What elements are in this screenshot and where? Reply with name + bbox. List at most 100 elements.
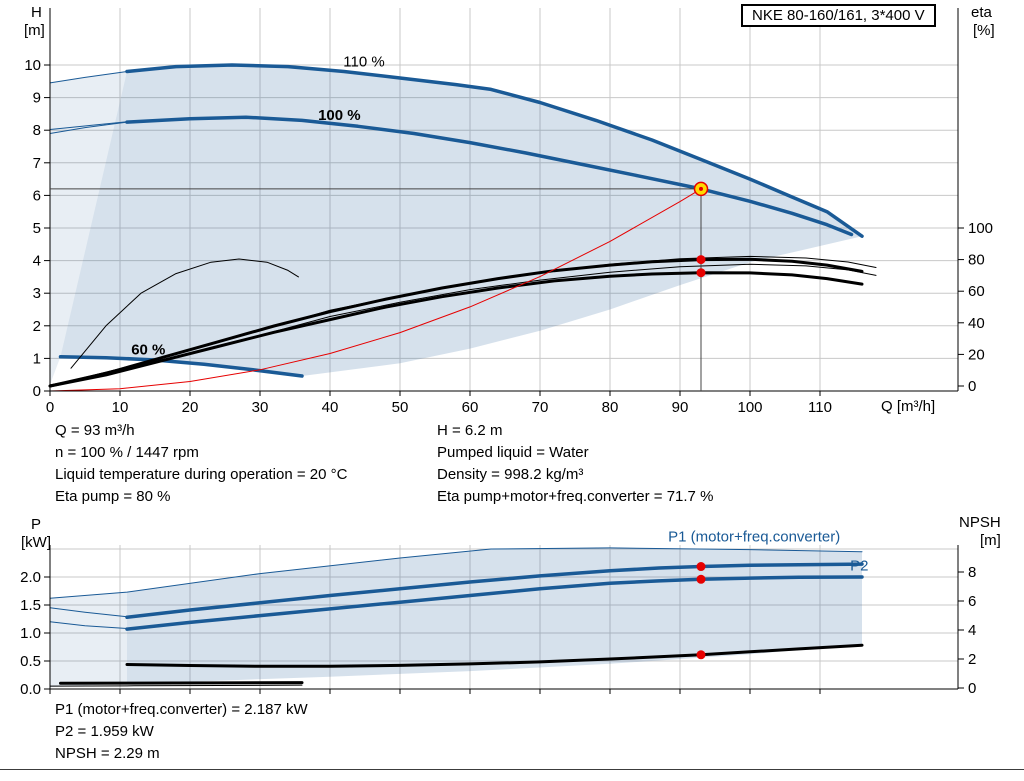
npsh-low-curve	[59, 681, 304, 685]
y2-tick-label: 2	[968, 651, 976, 668]
x-tick-label: 90	[672, 399, 689, 416]
eta-pump-motor-freq-curve	[48, 271, 864, 388]
info-line-npsh: NPSH = 2.29 m	[55, 745, 160, 762]
y2-tick-label: 80	[968, 252, 985, 269]
p-axis-unit: [kW]	[21, 534, 51, 551]
h-axis-symbol: H	[31, 4, 42, 21]
x-tick-label: 110	[808, 399, 832, 416]
label-60-percent: 60 %	[131, 341, 165, 358]
bottom-divider	[0, 769, 1024, 770]
info-line-p1: P1 (motor+freq.converter) = 2.187 kW	[55, 701, 308, 718]
top-chart: 0 10 20 30 40 50 60 70 80 90 100 110012345678910020…	[24, 8, 993, 416]
top-chart-axes	[44, 8, 964, 396]
duty-point-markers	[50, 181, 709, 660]
y-tick-label: 0	[33, 383, 41, 400]
y-tick-label: 0.0	[20, 681, 41, 698]
label-100-percent: 100 %	[318, 107, 361, 124]
power-low-flow-region	[50, 592, 127, 688]
info-line-density: Density = 998.2 kg/m³	[437, 466, 584, 483]
x-tick-label: 40	[322, 399, 339, 416]
operating-data-left: Q = 93 m³/h n = 100 % / 1447 rpm Liquid …	[55, 420, 347, 508]
y-tick-label: 4	[33, 253, 41, 270]
y-tick-label: 0.5	[20, 653, 41, 670]
y-tick-label: 9	[33, 90, 41, 107]
x-tick-label: 80	[602, 399, 619, 416]
p2-dot	[696, 574, 706, 584]
curve-110pct	[125, 63, 864, 238]
x-tick-label: 0	[46, 399, 54, 416]
duty-point-center-dot	[699, 186, 703, 191]
p2-curve	[125, 575, 864, 631]
p1-curve	[125, 562, 864, 620]
power-npsh-data: P1 (motor+freq.converter) = 2.187 kW P2 …	[55, 699, 308, 765]
npsh-axis-unit: [m]	[980, 532, 1001, 549]
curve-100pct-thin2	[49, 121, 128, 130]
eta-total-dot	[696, 268, 706, 278]
x-tick-label: 60	[462, 399, 479, 416]
info-line-eta-pump: Eta pump = 80 %	[55, 488, 171, 505]
x-tick-label: 20	[182, 399, 199, 416]
x-tick-label: 100	[737, 399, 762, 416]
p-axis-symbol: P	[31, 516, 42, 533]
low-flow-region	[50, 71, 127, 385]
curve-110pct-thin	[49, 71, 128, 84]
y-tick-label: 8	[33, 122, 41, 139]
pump-model-title: NKE 80-160/161, 3*400 V	[741, 4, 936, 27]
y2-tick-label: 0	[968, 680, 976, 697]
operating-data-right: H = 6.2 m Pumped liquid = Water Density …	[437, 420, 713, 508]
y2-tick-label: 0	[968, 378, 976, 395]
eta-thin-1	[49, 255, 877, 387]
operating-envelope	[60, 65, 862, 376]
y-tick-label: 1.5	[20, 597, 41, 614]
y-tick-label: 7	[33, 155, 41, 172]
p1-thin	[49, 607, 128, 618]
y2-tick-label: 40	[968, 315, 985, 332]
info-line-temperature: Liquid temperature during operation = 20…	[55, 466, 348, 483]
label-p2: P2	[850, 557, 868, 574]
y-tick-label: 6	[33, 187, 41, 204]
info-line-h: H = 6.2 m	[437, 422, 503, 439]
x-tick-label: 70	[532, 399, 549, 416]
y2-tick-label: 6	[968, 593, 976, 610]
x-tick-label: 50	[392, 399, 409, 416]
eta-axis-unit: [%]	[973, 22, 995, 39]
curve-100pct	[125, 115, 854, 237]
y2-tick-label: 20	[968, 346, 985, 363]
q-axis-label: Q [m³/h]	[881, 398, 936, 415]
eta-pump-dot	[696, 255, 706, 265]
top-plot-area[interactable]	[50, 8, 958, 391]
eta-60pct-arc	[70, 258, 299, 369]
npsh-axis-symbol: NPSH	[959, 514, 1001, 531]
top-chart-grid	[49, 8, 958, 391]
p2-thin	[49, 621, 128, 629]
y2-tick-label: 8	[968, 564, 976, 581]
npsh-thin	[49, 684, 303, 687]
p-110-thin	[49, 547, 863, 599]
y-tick-label: 1	[33, 350, 41, 367]
info-line-q: Q = 93 m³/h	[55, 422, 135, 439]
curve-60pct	[58, 355, 304, 378]
info-line-speed: n = 100 % / 1447 rpm	[55, 444, 199, 461]
y-tick-label: 5	[33, 220, 41, 237]
bottom-plot-area[interactable]	[50, 545, 958, 689]
x-tick-label: 10	[112, 399, 129, 416]
eta-thin-2	[49, 263, 877, 387]
y2-tick-label: 4	[968, 622, 976, 639]
y2-tick-label: 60	[968, 283, 985, 300]
curve-100pct-thin	[49, 121, 128, 134]
info-line-liquid: Pumped liquid = Water	[437, 444, 589, 461]
y2-tick-label: 100	[968, 220, 993, 237]
y-tick-label: 3	[33, 285, 41, 302]
system-curve	[49, 188, 702, 392]
info-line-eta-total: Eta pump+motor+freq.converter = 71.7 %	[437, 488, 714, 505]
y-tick-label: 10	[24, 57, 41, 74]
label-110-percent: 110 %	[343, 54, 384, 71]
p1-dot	[696, 562, 706, 572]
info-line-p2: P2 = 1.959 kW	[55, 723, 154, 740]
h-axis-unit: [m]	[24, 22, 45, 39]
label-p1: P1 (motor+freq.converter)	[668, 529, 840, 546]
bottom-chart: 0.0 0.5 1.0 1.5 2.0 0 2 4 6 8 P1 (motor+freq.conve…	[20, 529, 976, 698]
npsh-curve	[125, 643, 864, 668]
npsh-dot	[696, 650, 706, 660]
